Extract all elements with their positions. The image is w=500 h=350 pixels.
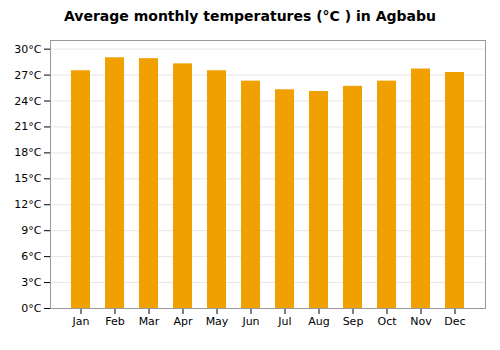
svg-text:Oct: Oct	[377, 315, 397, 328]
svg-text:Feb: Feb	[105, 315, 124, 328]
svg-text:Jan: Jan	[72, 315, 90, 328]
svg-text:18°C: 18°C	[14, 146, 41, 159]
svg-text:21°C: 21°C	[14, 120, 41, 133]
svg-text:Sep: Sep	[343, 315, 364, 328]
svg-text:Aug: Aug	[308, 315, 329, 328]
svg-text:15°C: 15°C	[14, 172, 41, 185]
svg-text:Mar: Mar	[139, 315, 160, 328]
svg-text:24°C: 24°C	[14, 95, 41, 108]
svg-text:30°C: 30°C	[14, 43, 41, 56]
svg-text:3°C: 3°C	[21, 276, 41, 289]
svg-text:Nov: Nov	[410, 315, 432, 328]
svg-text:12°C: 12°C	[14, 198, 41, 211]
svg-text:May: May	[206, 315, 229, 328]
svg-text:Jun: Jun	[241, 315, 259, 328]
svg-text:0°C: 0°C	[21, 302, 41, 315]
svg-text:27°C: 27°C	[14, 69, 41, 82]
html-text:Average monthly temperatures (: Average monthly temperatures (°C ) in Ag…	[64, 8, 436, 24]
svg-text:Dec: Dec	[444, 315, 465, 328]
svg-text:Apr: Apr	[173, 315, 193, 328]
svg-text:9°C: 9°C	[21, 224, 41, 237]
svg-text:6°C: 6°C	[21, 250, 41, 263]
svg-text:Jul: Jul	[277, 315, 291, 328]
